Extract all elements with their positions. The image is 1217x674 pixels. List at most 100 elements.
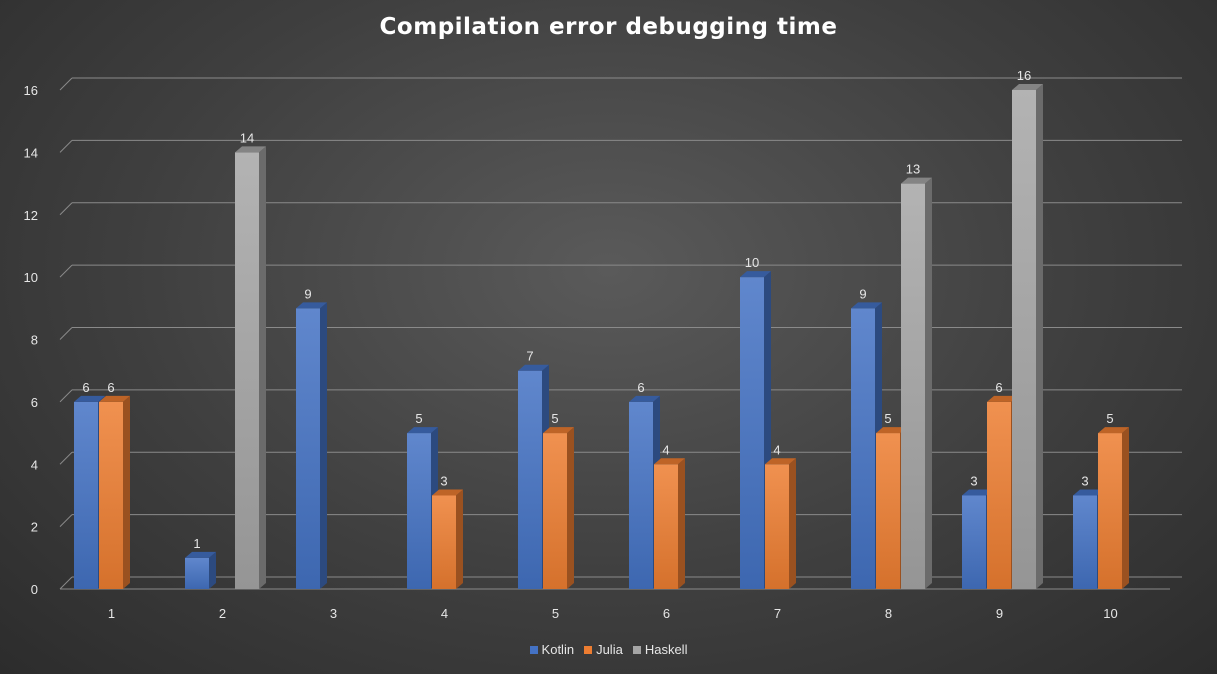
bar-kotlin	[185, 557, 209, 589]
bar-top-haskell	[235, 146, 266, 153]
bar-kotlin	[962, 495, 986, 589]
y-tick-label: 16	[24, 83, 38, 98]
bar-top-kotlin	[1073, 489, 1104, 496]
bar-side-julia	[456, 489, 463, 589]
bar-kotlin	[851, 308, 875, 589]
y-tick-label: 2	[31, 520, 38, 535]
bar-side-julia	[678, 458, 685, 589]
gridline-depth	[59, 389, 73, 403]
legend-label: Haskell	[644, 642, 688, 657]
bar-side-kotlin	[209, 551, 216, 589]
bar-top-julia	[876, 427, 907, 434]
data-label: 14	[240, 130, 254, 145]
bar-top-kotlin	[185, 551, 216, 558]
x-tick-label: 4	[441, 606, 448, 621]
bar-top-kotlin	[629, 395, 660, 402]
chart-title: Compilation error debugging time	[379, 14, 838, 40]
bar-julia	[987, 401, 1011, 589]
x-tick-label: 7	[774, 606, 781, 621]
x-tick-label: 10	[1103, 606, 1117, 621]
bar-top-julia	[654, 458, 685, 465]
data-label: 10	[745, 255, 759, 270]
gridline-depth	[59, 77, 73, 91]
data-label: 9	[304, 286, 311, 301]
data-label: 13	[906, 162, 920, 177]
data-label: 6	[637, 380, 644, 395]
gridline-depth	[59, 514, 73, 527]
bar-haskell	[235, 152, 259, 589]
bar-top-julia	[987, 395, 1018, 402]
gridline-depth	[59, 140, 73, 153]
bar-side-kotlin	[320, 302, 327, 589]
data-label: 9	[859, 286, 866, 301]
bar-julia	[876, 433, 900, 589]
legend-item-haskell: Haskell	[632, 642, 688, 657]
bar-side-haskell	[259, 146, 266, 589]
gridline-depth	[59, 264, 73, 278]
gridline-depth	[59, 327, 73, 340]
bar-kotlin	[740, 277, 764, 589]
y-tick-label: 12	[24, 208, 38, 223]
bar-top-julia	[99, 395, 130, 402]
bar-top-haskell	[901, 177, 932, 184]
bar-side-julia	[789, 458, 796, 589]
bar-haskell	[1012, 90, 1036, 589]
x-tick-label: 9	[996, 606, 1003, 621]
data-label: 7	[526, 349, 533, 364]
x-tick-label: 3	[330, 606, 337, 621]
legend-label: Kotlin	[541, 642, 575, 657]
data-label: 5	[551, 411, 558, 426]
legend-swatch	[529, 645, 538, 654]
bar-kotlin	[296, 308, 320, 589]
data-label: 5	[1106, 411, 1113, 426]
bar-top-kotlin	[851, 302, 882, 309]
bar-top-kotlin	[740, 271, 771, 278]
legend-label: Julia	[596, 642, 623, 657]
bar-top-julia	[543, 427, 574, 434]
bar-top-kotlin	[74, 395, 105, 402]
data-label: 5	[884, 411, 891, 426]
y-tick-label: 6	[31, 395, 38, 410]
bar-top-kotlin	[962, 489, 993, 496]
bar-kotlin	[407, 433, 431, 589]
legend-item-julia: Julia	[584, 642, 623, 657]
bar-julia	[432, 495, 456, 589]
data-label: 4	[773, 442, 780, 457]
y-tick-label: 8	[31, 333, 38, 348]
bar-julia	[99, 401, 123, 589]
bar-side-julia	[123, 395, 130, 589]
bar-top-julia	[1098, 427, 1129, 434]
bar-side-haskell	[1036, 84, 1043, 589]
bar-top-haskell	[1012, 84, 1043, 90]
legend-swatch	[584, 645, 593, 654]
data-label: 6	[107, 380, 114, 395]
bar-side-julia	[1122, 427, 1129, 589]
data-label: 3	[970, 473, 977, 488]
data-label: 3	[440, 473, 447, 488]
bar-kotlin	[629, 401, 653, 589]
bar-julia	[654, 464, 678, 589]
x-tick-label: 5	[552, 606, 559, 621]
y-tick-label: 10	[24, 270, 38, 285]
x-tick-label: 6	[663, 606, 670, 621]
bar-kotlin	[74, 401, 98, 589]
x-tick-label: 1	[108, 606, 115, 621]
legend-swatch	[632, 645, 641, 654]
data-label: 16	[1017, 68, 1031, 83]
bar-top-kotlin	[518, 364, 549, 371]
bar-kotlin	[518, 370, 542, 589]
data-label: 4	[662, 442, 669, 457]
data-label: 6	[995, 380, 1002, 395]
gridline-depth	[59, 202, 73, 216]
y-tick-label: 0	[31, 582, 38, 597]
gridline-depth	[59, 451, 73, 465]
bar-side-haskell	[925, 177, 932, 589]
gridline-depth	[59, 576, 73, 590]
data-label: 1	[193, 536, 200, 551]
bar-top-julia	[432, 489, 463, 496]
data-label: 5	[415, 411, 422, 426]
bar-haskell	[901, 183, 925, 589]
bar-top-kotlin	[407, 427, 438, 434]
